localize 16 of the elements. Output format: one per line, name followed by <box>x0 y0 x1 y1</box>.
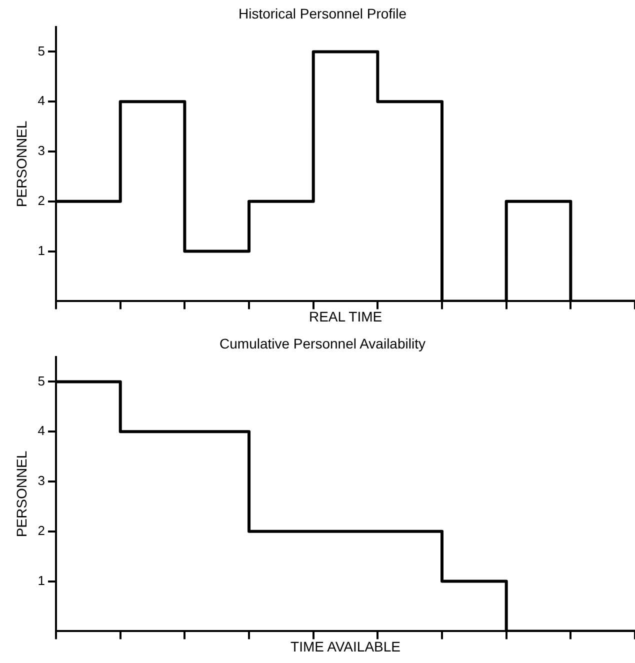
y-tick-label: 1 <box>38 242 46 258</box>
y-axis-title: PERSONNEL <box>13 450 30 538</box>
x-axis-title: TIME AVAILABLE <box>290 638 401 654</box>
y-tick-label: 3 <box>38 473 46 488</box>
y-tick-label: 5 <box>38 43 46 58</box>
y-tick-label: 5 <box>38 373 46 388</box>
y-tick-label: 2 <box>38 522 46 538</box>
y-axis-title: PERSONNEL <box>13 120 30 208</box>
chart-title: Cumulative Personnel Availability <box>220 335 426 352</box>
y-tick-label: 4 <box>38 423 46 438</box>
y-tick-label: 2 <box>38 192 46 208</box>
y-tick-label: 4 <box>38 93 46 108</box>
x-axis-title: REAL TIME <box>308 308 382 324</box>
y-tick-label: 1 <box>38 572 46 588</box>
chart-title: Historical Personnel Profile <box>238 5 407 22</box>
y-tick-label: 3 <box>38 143 46 158</box>
